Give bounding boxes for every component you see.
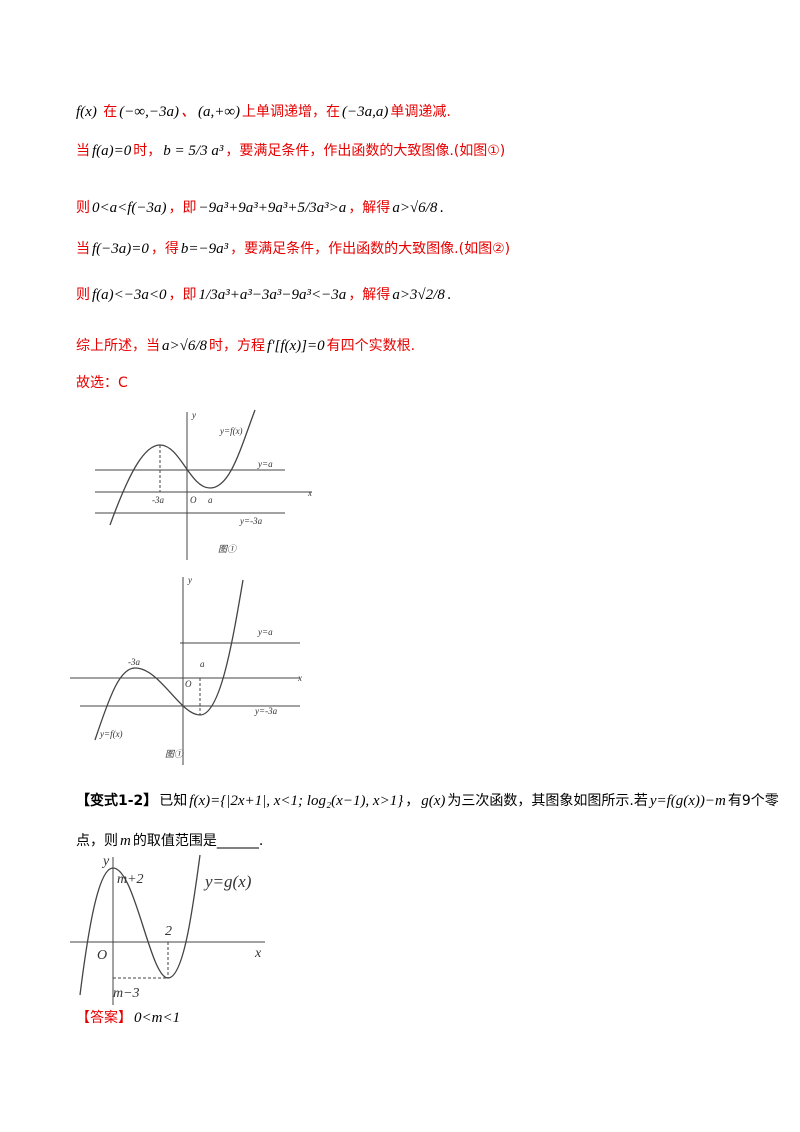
paragraph: f(x) 在 (−∞,−3a)、 (a,+∞) 上单调递增，在 (−3a,a) 单调递减. [76, 100, 453, 121]
text: 则 [76, 287, 90, 303]
paragraph: 故选：C [76, 372, 130, 392]
figure-label: O [190, 495, 197, 505]
figure-label: a [200, 659, 205, 669]
math: (−3a,a) [342, 104, 389, 120]
text: 【答案】 [76, 1010, 132, 1026]
math: b = 5/3 a³ [163, 143, 224, 159]
figure-label: -3a [152, 495, 164, 505]
text: 时， [133, 143, 162, 159]
math: f(a)<−3a<0 [92, 287, 167, 303]
paragraph: 综上所述，当 a>√6/8 时，方程 f′[f(x)]=0 有四个实数根. [76, 335, 417, 355]
text: ，即 [168, 287, 197, 303]
math: y=f(g(x))−m [649, 793, 726, 809]
text: 、 [180, 104, 196, 120]
figure-2: y y=a -3a aOx y=-3a y=f(x) 图① [70, 575, 302, 765]
figure-label: y=f(x) [219, 426, 243, 436]
text: ，解得 [348, 200, 391, 216]
text: . [446, 287, 452, 303]
math: a>√6/8 [392, 200, 438, 216]
math: a>√6/8 [162, 338, 208, 354]
text: . [439, 200, 444, 216]
math: b=−9a³ [180, 241, 229, 257]
text: 点，则 [76, 833, 118, 849]
math: (−∞,−3a) [119, 104, 179, 120]
paragraph: 点，则 m 的取值范围是______. [76, 830, 265, 850]
text: 当 [76, 241, 90, 257]
text: ，要满足条件，作出函数的大致图像.(如图①) [225, 143, 506, 159]
paragraph: 【答案】 0<m<1 [76, 1007, 182, 1027]
figure-label: y=-3a [254, 706, 278, 716]
figure-label: 图① [218, 544, 238, 554]
paragraph: 【变式1-2】 已知 f(x)={|2x+1|, x<1; log₂(x−1), x… [76, 790, 781, 810]
text: 故选：C [76, 375, 128, 391]
figure-label: y=a [257, 459, 273, 469]
math: 0<a<f(−3a) [92, 200, 167, 216]
math: (a,+∞) [197, 104, 241, 120]
figure-label: y [101, 854, 110, 869]
figure-label: O [97, 948, 107, 963]
paragraph: 则 0<a<f(−3a) ，即 −9a³+9a³+9a³+5/3a³>a ，解得 a>√6… [76, 197, 446, 217]
figure-label: 图① [165, 749, 185, 759]
paragraph: 当 f(−3a)=0 ，得 b=−9a³ ，要满足条件，作出函数的大致图像.(如图②) [76, 238, 512, 258]
text: 【变式1-2】 [76, 793, 158, 809]
text: 的取值范围是______. [132, 833, 264, 849]
figure-label: a [208, 495, 213, 505]
math: f(x) [76, 104, 97, 120]
math: f(x)={|2x+1|, x<1; log₂(x−1), x>1} [189, 793, 404, 809]
figure-label: y=-3a [239, 516, 263, 526]
figure-label: O [185, 679, 192, 689]
figure-label: y=a [257, 627, 273, 637]
figure-label: y [191, 410, 196, 420]
text: ，得 [150, 241, 179, 257]
text: 已知 [159, 793, 188, 809]
text: 在 [98, 104, 118, 120]
figure-label: x [297, 673, 302, 683]
text: 为三次函数，其图象如图所示.若 [447, 793, 648, 809]
math: a>3√2/8 [392, 287, 445, 303]
figure-label: 2 [165, 924, 172, 939]
paragraph: 当 f(a)=0 时， b = 5/3 a³ ，要满足条件，作出函数的大致图像.(如图①… [76, 140, 507, 160]
math: 0<m<1 [134, 1010, 181, 1026]
figure-3: y m+2 y=g(x) 2 O x m−3 [70, 854, 265, 1005]
text: 时，方程 [209, 338, 266, 354]
math: f′[f(x)]=0 [267, 338, 325, 354]
text: 综上所述，当 [76, 338, 160, 354]
figure-label: m−3 [113, 986, 140, 1001]
text: ，即 [168, 200, 197, 216]
math: g(x) [421, 793, 446, 809]
text: 单调递减. [390, 104, 451, 120]
figure-label: -3a [128, 657, 140, 667]
text: ，解得 [348, 287, 391, 303]
text: ， [405, 793, 420, 809]
figure-label: m+2 [117, 872, 144, 887]
figure-label: y=f(x) [99, 729, 123, 739]
math: −9a³+9a³+9a³+5/3a³>a [198, 200, 347, 216]
figure-label: y=g(x) [203, 872, 252, 891]
figure-label: x [254, 946, 262, 961]
figure-label: y [187, 575, 192, 585]
text: 上单调递增，在 [242, 104, 341, 120]
text: ，要满足条件，作出函数的大致图像.(如图②) [230, 241, 511, 257]
text: 则 [76, 200, 90, 216]
math: f(−3a)=0 [92, 241, 149, 257]
text: 有四个实数根. [326, 338, 416, 354]
math: 1/3a³+a³−3a³−9a³<−3a [198, 287, 347, 303]
figure-label: x [307, 488, 312, 498]
paragraph: 则 f(a)<−3a<0 ，即 1/3a³+a³−3a³−9a³<−3a ，解得 a>3√… [76, 284, 453, 304]
math: m [120, 833, 131, 849]
text: 当 [76, 143, 90, 159]
text: 有9个零 [727, 793, 779, 809]
math: f(a)=0 [92, 143, 132, 159]
